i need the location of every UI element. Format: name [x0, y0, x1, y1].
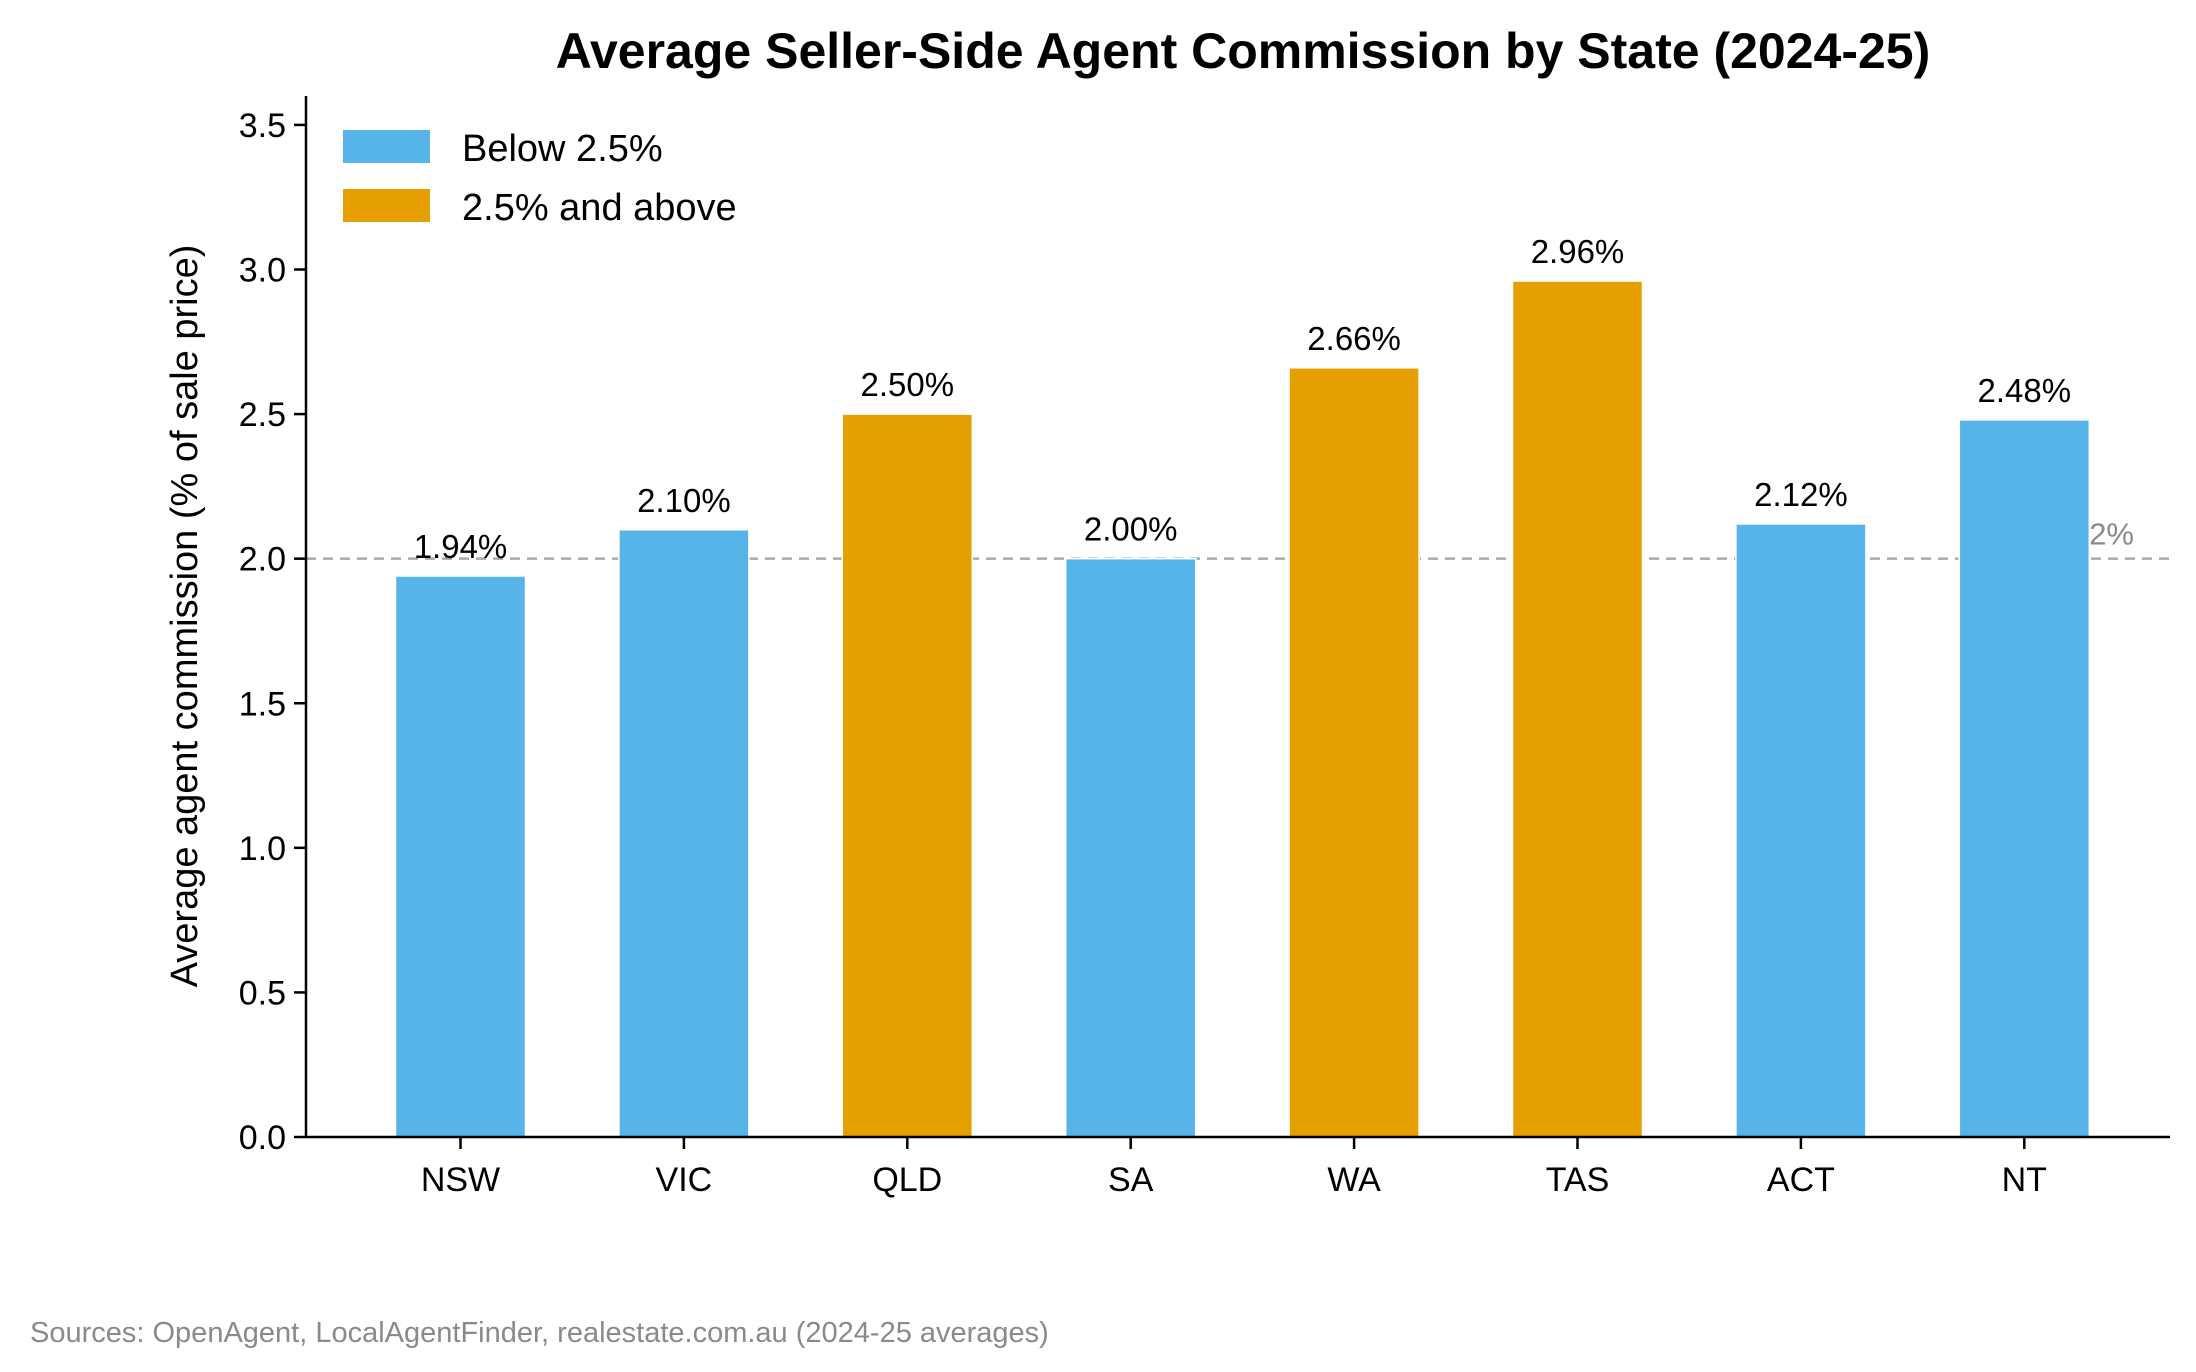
y-tick-label: 1.5: [239, 685, 286, 723]
x-tick-label-vic: VIC: [656, 1161, 713, 1199]
bar-nsw: [394, 575, 527, 1138]
data-label-tas: 2.96%: [1531, 233, 1625, 270]
x-tick-label-sa: SA: [1108, 1161, 1154, 1199]
y-tick-label: 2.5: [239, 396, 286, 434]
y-axis-label: Average agent commission (% of sale pric…: [164, 245, 206, 988]
data-labels-group: 1.94% 2.10% 2.50% 2.00% 2.66% 2.96% 2.12% 2.48%: [414, 233, 2071, 565]
data-label-sa: 2.00%: [1084, 511, 1178, 548]
bar-wa: [1288, 367, 1420, 1138]
x-tick-label-act: ACT: [1767, 1161, 1835, 1199]
x-tick-label-tas: TAS: [1546, 1161, 1610, 1199]
x-tick-label-wa: WA: [1327, 1161, 1381, 1199]
bar-sa: [1064, 557, 1197, 1138]
x-axis-ticks: NSW VIC QLD SA WA TAS ACT NT: [421, 1137, 2047, 1199]
source-footnote: Sources: OpenAgent, LocalAgentFinder, re…: [30, 1317, 1049, 1349]
data-label-vic: 2.10%: [637, 482, 731, 519]
legend-swatch-below: [343, 130, 430, 163]
x-tick-label-nsw: NSW: [421, 1161, 500, 1199]
y-tick-label: 0.0: [239, 1119, 286, 1157]
bar-act: [1735, 523, 1867, 1138]
y-tick-label: 1.0: [239, 830, 286, 868]
legend-label-below: Below 2.5%: [462, 128, 663, 170]
bars-group: [394, 280, 2091, 1138]
bar-nt: [1958, 419, 2091, 1138]
chart-title: Average Seller-Side Agent Commission by …: [556, 23, 1931, 79]
y-tick-label: 3.5: [239, 107, 286, 145]
bar-vic: [618, 529, 750, 1138]
y-tick-label: 0.5: [239, 974, 286, 1012]
data-label-wa: 2.66%: [1307, 320, 1401, 357]
y-tick-label: 2.0: [239, 541, 286, 579]
y-tick-label: 3.0: [239, 252, 286, 290]
x-tick-label-qld: QLD: [872, 1161, 942, 1199]
legend-label-above: 2.5% and above: [462, 187, 737, 229]
y-axis-ticks: 0.0 0.5 1.0 1.5 2.0 2.5 3.0 3.5: [239, 107, 306, 1157]
bar-qld: [841, 413, 974, 1138]
data-label-nsw: 1.94%: [414, 528, 508, 565]
x-tick-label-nt: NT: [2002, 1161, 2047, 1199]
legend: Below 2.5% 2.5% and above: [343, 128, 737, 229]
bar-tas: [1511, 280, 1644, 1138]
data-label-qld: 2.50%: [861, 366, 955, 403]
data-label-nt: 2.48%: [1978, 372, 2072, 409]
legend-swatch-above: [343, 189, 430, 222]
reference-line-group: Avg 2%: [306, 517, 2170, 560]
data-label-act: 2.12%: [1754, 476, 1848, 513]
